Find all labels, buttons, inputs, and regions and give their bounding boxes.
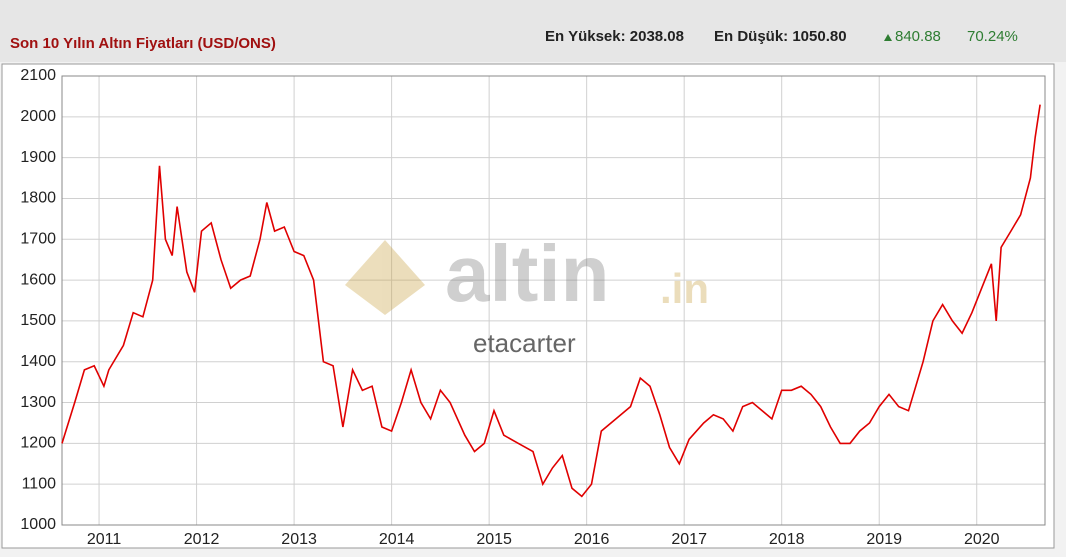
x-tick-label: 2014 <box>379 531 415 548</box>
y-tick-label: 1700 <box>20 230 56 247</box>
high: En Yüksek: 2038.08 <box>545 28 684 45</box>
y-tick-label: 1100 <box>22 475 57 492</box>
change: 840.88 <box>895 28 941 45</box>
x-tick-label: 2018 <box>769 531 805 548</box>
y-tick-label: 1800 <box>20 190 56 207</box>
chart-title: Son 10 Yılın Altın Fiyatları (USD/ONS) <box>10 35 276 52</box>
change-pct: 70.24% <box>967 28 1018 45</box>
watermark-user: etacarter <box>473 328 576 358</box>
logo <box>345 240 425 315</box>
y-tick-label: 1600 <box>20 271 56 288</box>
y-tick-label: 2100 <box>20 67 56 84</box>
y-tick-label: 1400 <box>20 353 56 370</box>
y-tick-label: 1900 <box>20 149 56 166</box>
x-tick-label: 2019 <box>866 531 902 548</box>
x-tick-label: 2015 <box>476 531 512 548</box>
x-tick-label: 2011 <box>87 531 122 548</box>
plot: 1000 1100 1200 1300 1400 1500 1600 1700 1800 1900… <box>20 67 1046 548</box>
header-bg <box>0 0 1066 62</box>
watermark-suffix: .in <box>660 265 709 312</box>
watermark-brand: altin <box>445 229 609 318</box>
up-arrow <box>884 34 892 41</box>
chart-panel <box>1 63 1055 549</box>
x-tick-label: 2020 <box>964 531 1000 548</box>
x-tick-label: 2016 <box>574 531 610 548</box>
y-tick-label: 2000 <box>20 108 56 125</box>
y-tick-label: 1300 <box>20 394 56 411</box>
price-line <box>61 104 1041 498</box>
x-tick-label: 2017 <box>671 531 707 548</box>
x-tick-label: 2012 <box>184 531 220 548</box>
low: En Düşük: 1050.80 <box>714 28 847 45</box>
y-tick-label: 1500 <box>20 312 56 329</box>
y-tick-label: 1200 <box>20 435 56 452</box>
y-tick-label: 1000 <box>20 516 56 533</box>
watermark: altin .in <box>345 229 709 318</box>
x-tick-label: 2013 <box>281 531 317 548</box>
plot-frame <box>61 75 1046 526</box>
